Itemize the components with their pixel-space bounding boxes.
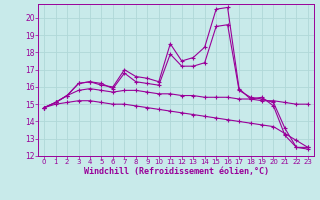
X-axis label: Windchill (Refroidissement éolien,°C): Windchill (Refroidissement éolien,°C) [84,167,268,176]
